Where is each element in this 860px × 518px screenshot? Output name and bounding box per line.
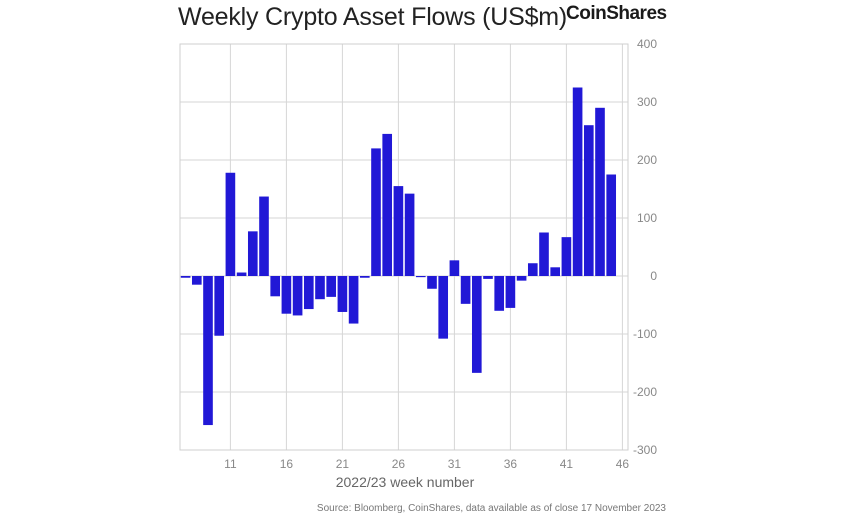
bar (583, 125, 594, 276)
bar (539, 232, 549, 276)
y-tick-label: 100 (637, 211, 657, 225)
y-tick-label: 400 (637, 37, 657, 51)
bar (427, 276, 437, 289)
bar (225, 172, 236, 276)
chart-title: Weekly Crypto Asset Flows (US$m) (178, 3, 568, 31)
y-tick-label: 300 (637, 95, 657, 109)
bar (404, 193, 415, 276)
bar (382, 133, 393, 276)
x-tick-label: 46 (616, 457, 630, 471)
x-axis-label: 2022/23 week number (335, 474, 475, 490)
y-tick-label: -200 (633, 385, 657, 399)
bar (595, 107, 605, 276)
bar (292, 276, 303, 316)
bar (214, 276, 225, 336)
bar (527, 263, 538, 276)
x-tick-label: 31 (448, 457, 462, 471)
bar (449, 260, 460, 276)
bar (315, 276, 325, 300)
coinshares-logo: CoinShares (566, 3, 667, 24)
bar (359, 276, 370, 278)
bar (303, 276, 314, 310)
bar (460, 276, 471, 304)
bar (471, 276, 482, 373)
plot-frame (179, 43, 629, 451)
bar (337, 276, 348, 312)
bar (180, 276, 191, 278)
bar (326, 276, 337, 297)
x-tick-label: 21 (336, 457, 350, 471)
bar (572, 87, 583, 276)
axes: 400 300 200 100 0 -100 -200 -300 11 16 21 26 31 36 41 4… (224, 37, 657, 471)
bar (494, 276, 505, 311)
bar (415, 276, 426, 278)
bar (270, 276, 281, 297)
bar (247, 231, 258, 276)
bar (281, 276, 292, 314)
y-tick-label: 0 (650, 269, 657, 283)
bar (191, 276, 202, 285)
bar (516, 276, 527, 281)
x-tick-label: 11 (224, 457, 237, 471)
bar (505, 276, 516, 308)
bar (259, 196, 269, 276)
bar (606, 174, 617, 276)
y-tick-label: -300 (633, 443, 657, 457)
source-note: Source: Bloomberg, CoinShares, data avai… (316, 503, 666, 514)
grid (179, 43, 629, 451)
bar (348, 276, 359, 324)
bar (236, 272, 247, 276)
bar (550, 267, 561, 276)
x-tick-label: 16 (280, 457, 294, 471)
y-tick-label: -100 (633, 327, 657, 341)
x-tick-label: 36 (504, 457, 518, 471)
bar (483, 276, 493, 279)
bar (203, 276, 213, 426)
x-tick-label: 26 (392, 457, 406, 471)
bar (371, 148, 381, 276)
bars (180, 87, 617, 426)
bar (393, 186, 404, 276)
bar (438, 276, 449, 339)
x-tick-label: 41 (560, 457, 574, 471)
y-tick-label: 200 (637, 153, 657, 167)
bar (561, 237, 572, 276)
